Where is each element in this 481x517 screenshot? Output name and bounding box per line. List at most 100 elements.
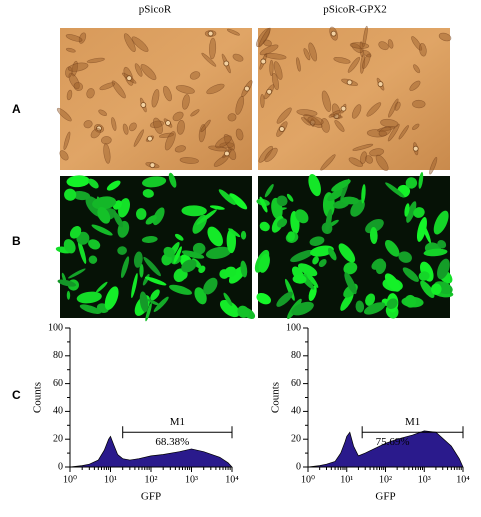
cell [201, 52, 217, 67]
cell [168, 172, 177, 188]
cell [331, 179, 351, 192]
cell [423, 248, 448, 257]
cell [409, 80, 421, 91]
cell [68, 268, 86, 279]
cell [292, 274, 307, 284]
y-tick-label: 80 [53, 350, 63, 361]
cell [190, 109, 200, 117]
cell [318, 258, 327, 268]
cell [276, 107, 292, 124]
cell [67, 62, 89, 72]
cell [273, 61, 283, 80]
cell [412, 123, 420, 131]
cell [153, 296, 169, 312]
cell [64, 188, 77, 201]
cell [303, 48, 311, 61]
cell [375, 154, 389, 172]
cell [103, 143, 111, 164]
cell [349, 42, 370, 49]
cell [65, 47, 76, 53]
cell [366, 102, 382, 117]
brightfield-image [258, 28, 450, 170]
cell [113, 211, 124, 228]
cell [430, 283, 442, 295]
cell [173, 246, 182, 264]
cell [63, 239, 76, 254]
cell [433, 210, 449, 235]
cell [142, 189, 154, 198]
cell [291, 301, 314, 316]
cell [380, 118, 399, 128]
cell [72, 190, 91, 201]
cell [228, 228, 241, 238]
cell [226, 28, 240, 36]
cell [260, 93, 265, 108]
cell [276, 195, 288, 207]
y-tick-label: 60 [291, 378, 301, 389]
cell [176, 119, 185, 135]
cell [86, 57, 105, 64]
cell [213, 155, 229, 167]
cell [310, 245, 334, 257]
cell [418, 271, 430, 281]
cell [150, 289, 160, 301]
cell [338, 243, 356, 263]
cell [308, 174, 321, 197]
cell [229, 193, 248, 210]
cell [209, 205, 225, 210]
x-axis-title: GFP [141, 491, 161, 503]
x-tick-label: 10⁴ [456, 474, 470, 485]
cell [308, 42, 318, 62]
round-cell [412, 145, 419, 152]
x-tick-label: 10² [379, 474, 392, 485]
cell [98, 109, 108, 117]
cell [143, 256, 161, 277]
cell [402, 267, 419, 282]
cell [325, 208, 333, 233]
gate-name: M1 [170, 416, 185, 428]
cell [219, 299, 240, 318]
x-tick-label: 10⁰ [301, 474, 315, 485]
round-cell [207, 30, 214, 37]
cell [286, 193, 294, 202]
cell [362, 25, 368, 48]
cell [86, 88, 95, 99]
cell [56, 107, 72, 122]
cell [344, 272, 357, 295]
cell [355, 300, 365, 313]
cell [218, 189, 236, 205]
cell [140, 64, 157, 81]
cell [352, 143, 374, 151]
cell [240, 230, 247, 240]
cell [365, 293, 376, 306]
cell [258, 27, 271, 48]
cell [117, 246, 127, 255]
cell [362, 53, 371, 69]
cell [269, 59, 274, 77]
y-axis-title: Counts [270, 382, 282, 413]
cell [205, 246, 232, 259]
y-axis-title: Counts [32, 382, 44, 413]
cell [240, 260, 248, 278]
cell [120, 256, 130, 279]
cell [306, 271, 319, 288]
cell [264, 183, 274, 198]
cell [321, 90, 332, 112]
x-axis-title: GFP [375, 491, 395, 503]
cell [111, 117, 117, 131]
cell [384, 273, 401, 292]
cell [215, 135, 232, 149]
round-cell [223, 150, 230, 157]
cell [131, 273, 138, 299]
cell [131, 36, 149, 53]
cell [378, 126, 392, 137]
cell [66, 290, 71, 300]
cell [309, 236, 325, 246]
x-tick-label: 10⁴ [225, 474, 239, 485]
cell [134, 63, 143, 77]
cell [76, 291, 102, 304]
round-cell [149, 162, 156, 169]
cell [296, 109, 318, 117]
cell [77, 239, 87, 264]
cell [198, 124, 206, 143]
